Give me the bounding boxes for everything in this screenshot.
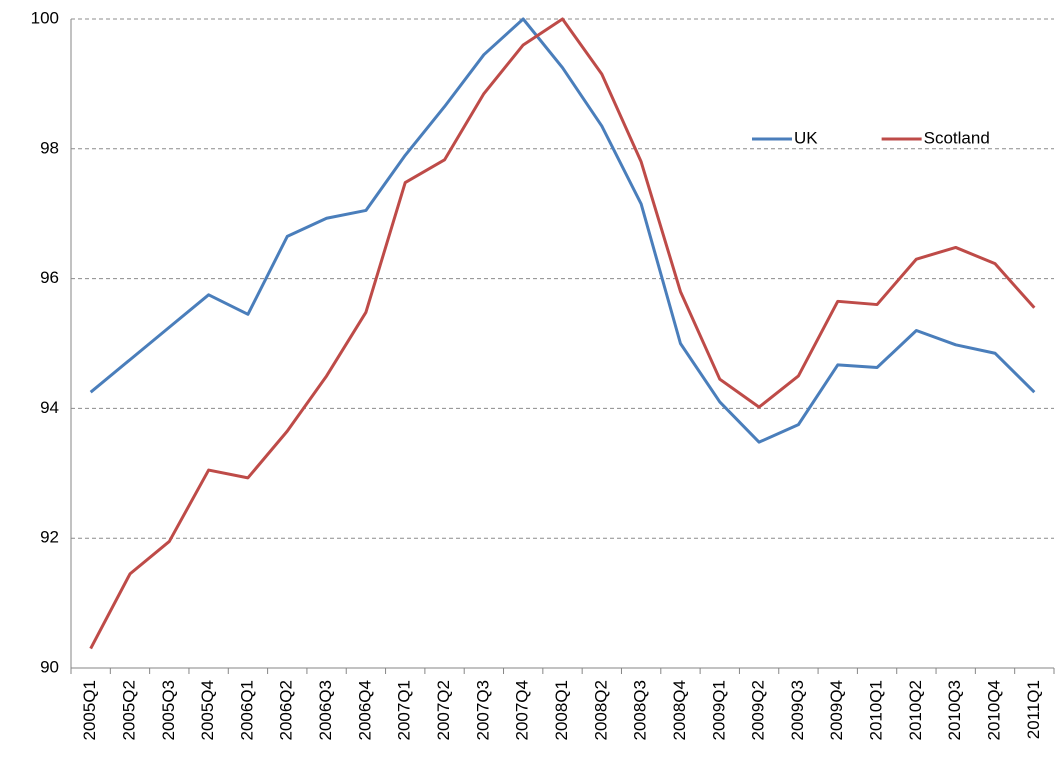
x-tick-label: 2011Q1 [1024, 680, 1043, 739]
y-tick-label: 92 [40, 528, 59, 547]
data-line [89, 17, 1036, 444]
legend-label: Scotland [924, 128, 990, 147]
x-tick-label: 2005Q2 [119, 680, 138, 741]
x-tick-label: 2008Q1 [552, 680, 571, 741]
x-tick-label: 2010Q1 [867, 680, 886, 741]
x-tick-label: 2009Q1 [709, 680, 728, 741]
x-tick-label: 2007Q2 [434, 680, 453, 741]
data-line [89, 17, 1036, 650]
x-tick-label: 2006Q3 [316, 680, 335, 741]
y-tick-label: 94 [40, 398, 59, 417]
x-tick-label: 2009Q4 [827, 680, 846, 741]
y-tick-label: 90 [40, 657, 59, 676]
y-tick-label: 100 [31, 8, 59, 27]
y-tick-label: 96 [40, 268, 59, 287]
x-tick-label: 2010Q3 [945, 680, 964, 741]
x-tick-label: 2006Q1 [237, 680, 256, 741]
x-tick-label: 2008Q4 [670, 680, 689, 741]
x-tick-label: 2007Q3 [473, 680, 492, 741]
x-tick-label: 2005Q4 [198, 680, 217, 741]
x-tick-label: 2007Q1 [395, 680, 414, 741]
legend-label: UK [794, 128, 818, 147]
x-tick-label: 2009Q2 [749, 680, 768, 741]
x-tick-label: 2010Q4 [985, 680, 1004, 741]
x-tick-label: 2009Q3 [788, 680, 807, 741]
x-tick-label: 2006Q2 [277, 680, 296, 741]
y-tick-label: 98 [40, 138, 59, 157]
x-tick-label: 2006Q4 [355, 680, 374, 741]
x-tick-label: 2005Q3 [159, 680, 178, 741]
x-tick-label: 2008Q2 [591, 680, 610, 741]
x-tick-label: 2008Q3 [631, 680, 650, 741]
x-tick-label: 2010Q2 [906, 680, 925, 741]
x-tick-label: 2007Q4 [513, 680, 532, 741]
x-tick-label: 2005Q1 [80, 680, 99, 741]
